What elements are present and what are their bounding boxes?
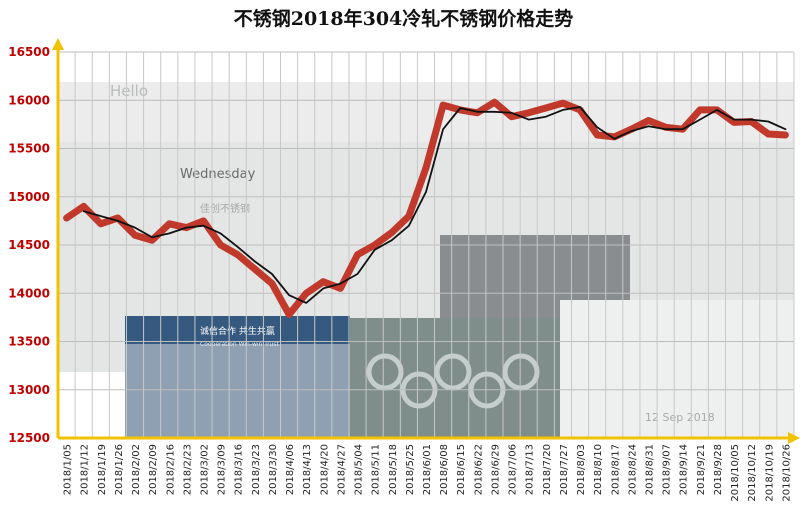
x-tick-label: 2018/6/29: [490, 444, 501, 495]
x-tick-label: 2018/9/28: [713, 444, 724, 495]
x-tick-label: 2018/5/25: [405, 444, 416, 495]
y-tick-label: 13000: [8, 383, 50, 397]
x-tick-label: 2018/10/19: [764, 444, 775, 502]
x-tick-label: 2018/3/09: [217, 444, 228, 495]
x-tick-label: 2018/7/06: [508, 444, 519, 495]
x-tick-label: 2018/7/20: [542, 444, 553, 495]
x-tick-label: 2018/9/14: [679, 444, 690, 495]
x-tick-label: 2018/8/31: [645, 444, 656, 495]
y-tick-label: 15000: [8, 190, 50, 204]
background-photo-coils: [350, 318, 560, 438]
x-tick-label: 2018/8/24: [627, 444, 638, 495]
x-tick-label: 2018/3/30: [268, 444, 279, 495]
x-tick-label: 2018/1/19: [97, 444, 108, 495]
x-tick-label: 2018/7/13: [525, 444, 536, 495]
x-tick-label: 2018/10/26: [781, 444, 792, 502]
watermark-text: 诚信合作 共生共赢: [200, 325, 275, 337]
x-tick-label: 2018/5/04: [354, 444, 365, 495]
x-tick-label: 2018/4/06: [285, 444, 296, 495]
x-tick-label: 2018/3/23: [251, 444, 262, 495]
x-tick-label: 2018/9/07: [662, 444, 673, 495]
background-photo-floor: [560, 300, 794, 438]
x-tick-label: 2018/5/11: [371, 444, 382, 495]
x-tick-label: 2018/1/26: [114, 444, 125, 495]
y-tick-label: 13500: [8, 335, 50, 349]
y-tick-label: 12500: [8, 431, 50, 445]
x-tick-label: 2018/6/15: [456, 444, 467, 495]
watermark-text: Hello: [110, 82, 148, 100]
x-tick-label: 2018/7/27: [559, 444, 570, 495]
x-tick-label: 2018/6/22: [473, 444, 484, 495]
watermark-text: 12 Sep 2018: [645, 411, 715, 424]
steel-coil-shape: [366, 353, 404, 391]
y-tick-label: 16000: [8, 93, 50, 107]
x-tick-label: 2018/10/05: [730, 444, 741, 502]
x-tick-label: 2018/9/21: [696, 444, 707, 495]
x-tick-label: 2018/3/02: [199, 444, 210, 495]
chart-title: 不锈钢2018年304冷轧不锈钢价格走势: [233, 8, 574, 30]
series-average-line: [82, 106, 787, 304]
x-tick-label: 2018/2/23: [182, 444, 193, 495]
x-tick-label: 2018/2/16: [165, 444, 176, 495]
x-tick-label: 2018/8/17: [610, 444, 621, 495]
x-tick-label: 2018/1/12: [80, 444, 91, 495]
x-tick-label: 2018/4/20: [319, 444, 330, 495]
y-tick-label: 16500: [8, 45, 50, 59]
x-tick-label: 2018/10/12: [747, 444, 758, 502]
x-tick-label: 2018/8/10: [593, 444, 604, 495]
x-tick-label: 2018/6/08: [439, 444, 450, 495]
watermark-text: Wednesday: [180, 167, 256, 182]
x-tick-label: 2018/2/09: [148, 444, 159, 495]
x-tick-label: 2018/4/13: [302, 444, 313, 495]
background-photo-banner: [125, 316, 350, 344]
x-tick-label: 2018/5/18: [388, 444, 399, 495]
x-tick-label: 2018/1/05: [63, 444, 74, 495]
x-axis-arrow: [788, 432, 800, 444]
x-tick-label: 2018/8/03: [576, 444, 587, 495]
y-tick-label: 14000: [8, 286, 50, 300]
x-tick-label: 2018/3/16: [234, 444, 245, 495]
y-tick-label: 14500: [8, 238, 50, 252]
x-tick-label: 2018/6/01: [422, 444, 433, 495]
x-tick-label: 2018/4/27: [336, 444, 347, 495]
y-axis-arrow: [52, 38, 64, 50]
background-photo-wall: [58, 82, 794, 142]
watermark-text: Cooperation Win-win Trust: [200, 341, 279, 348]
watermark-text: 佳创不锈钢: [200, 202, 250, 215]
x-tick-label: 2018/2/02: [131, 444, 142, 495]
y-tick-label: 15500: [8, 142, 50, 156]
